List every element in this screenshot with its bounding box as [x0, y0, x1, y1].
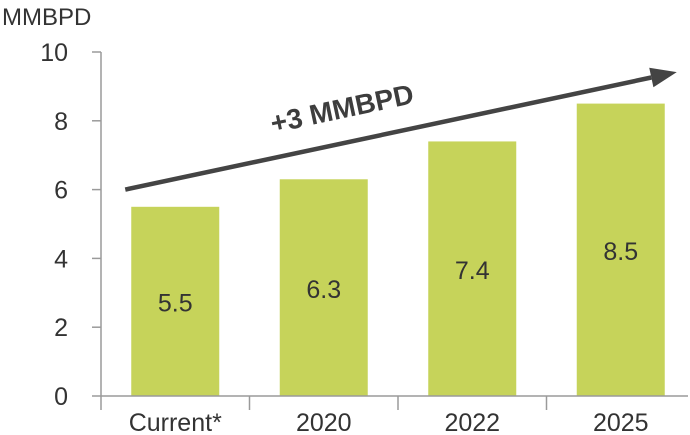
y-tick-label: 2 — [54, 314, 68, 342]
bar-current — [131, 206, 220, 396]
bar-2025 — [576, 103, 665, 396]
bars-layer — [131, 103, 665, 396]
y-tick-label: 0 — [54, 383, 68, 411]
x-category-label: Current* — [129, 409, 222, 435]
bar-value-label: 5.5 — [158, 290, 193, 318]
bar-2022 — [428, 141, 517, 396]
bar-value-label: 6.3 — [306, 276, 341, 304]
y-tick-label: 4 — [54, 245, 68, 273]
axis-layer — [92, 51, 688, 410]
bar-2020 — [279, 179, 368, 396]
x-category-label: 2020 — [296, 409, 352, 435]
growth-arrow-shaft — [124, 75, 652, 192]
x-category-label: 2022 — [444, 409, 500, 435]
y-tick-label: 10 — [40, 39, 68, 67]
growth-arrow-head — [649, 67, 677, 88]
growth-annotation-label: +3 MMBPD — [268, 78, 417, 139]
labels-layer: 5.5 6.3 7.4 8.5 0 2 4 6 8 10 Current* 2020 2022 2025 — [40, 39, 648, 435]
y-axis-unit-label: MMBPD — [2, 4, 91, 31]
bar-value-label: 8.5 — [603, 238, 638, 266]
y-tick-label: 8 — [54, 108, 68, 136]
x-category-label: 2025 — [593, 409, 649, 435]
y-tick-label: 6 — [54, 177, 68, 205]
bar-value-label: 7.4 — [455, 257, 490, 285]
